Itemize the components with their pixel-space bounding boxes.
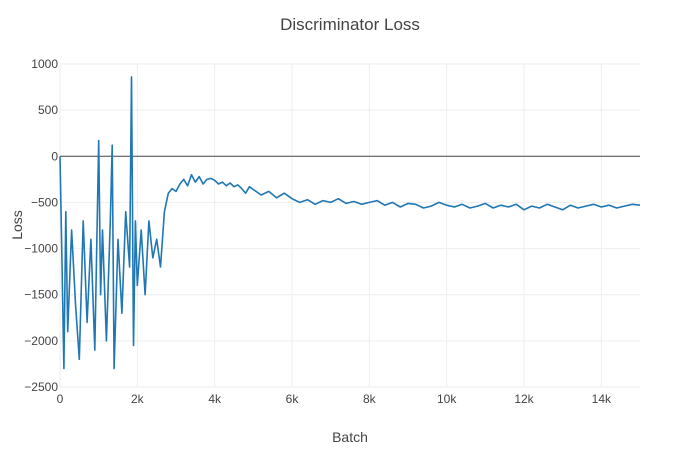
y-tick-label: −2000 [24,334,58,348]
y-tick-labels: 1000 500 0 −500 −1000 −1500 −2000 −2500 [24,57,58,394]
x-axis-title: Batch [332,429,368,445]
y-tick-label: −2500 [24,380,58,394]
loss-series-line [59,76,641,370]
y-tick-label: 0 [51,149,58,163]
x-tick-label: 2k [131,392,145,406]
x-tick-label: 0 [57,392,64,406]
x-tick-labels: 0 2k 4k 6k 8k 10k 12k 14k [57,392,612,406]
y-tick-label: 500 [38,103,58,117]
x-tick-label: 6k [286,392,300,406]
y-tick-label: −500 [31,195,58,209]
x-tick-label: 14k [592,392,612,406]
series-layer [59,76,641,370]
chart-title: Discriminator Loss [280,15,420,34]
x-tick-label: 8k [363,392,377,406]
x-tick-label: 12k [514,392,534,406]
x-tick-label: 10k [437,392,457,406]
y-axis-title: Loss [9,210,25,240]
y-tick-label: −1500 [24,288,58,302]
grid-layer [59,63,640,388]
x-tick-label: 4k [208,392,222,406]
y-tick-label: 1000 [31,57,58,71]
y-tick-label: −1000 [24,242,58,256]
